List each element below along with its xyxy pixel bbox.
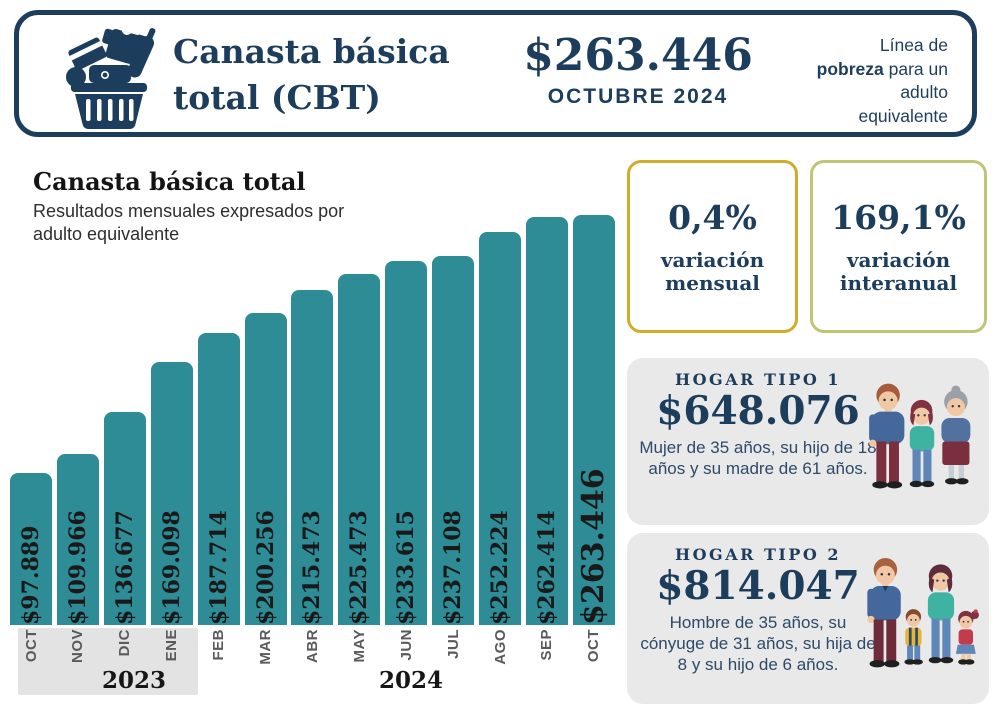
year-2023-strip bbox=[18, 628, 198, 695]
bar-value-label: $262.414 bbox=[533, 510, 560, 625]
page-title-line2: total (CBT) bbox=[173, 78, 381, 118]
household-type-1-value: $648.076 bbox=[656, 388, 860, 434]
bar-value-label: $237.108 bbox=[440, 510, 467, 625]
month-tick-label: OCT bbox=[585, 629, 603, 663]
bar-jun-2024: $233.615 bbox=[385, 261, 428, 625]
month-tick-label: ENE bbox=[163, 629, 181, 662]
household-type-2-text: HOGAR TIPO 2 $814.047 Hombre de 35 años,… bbox=[639, 545, 877, 675]
month-tick: FEB bbox=[198, 629, 240, 669]
household-type-2-title: HOGAR TIPO 2 bbox=[674, 545, 842, 564]
bar-nov-2023: $109.966 bbox=[56, 454, 99, 625]
bar-value-label: $97.889 bbox=[18, 525, 44, 625]
month-tick-label: JUN bbox=[397, 629, 415, 661]
bar-value-label: $215.473 bbox=[299, 510, 326, 625]
month-tick: MAY bbox=[338, 629, 380, 669]
monthly-variation-value: 0,4% bbox=[668, 198, 757, 237]
bar-mar-2024: $200.256 bbox=[244, 313, 287, 625]
monthly-variation-label: variación mensual bbox=[660, 248, 765, 295]
household-type-2-description: Hombre de 35 años, su cónyuge de 31 años… bbox=[640, 612, 876, 674]
month-tick-label: SEP bbox=[538, 629, 556, 661]
month-tick: SEP bbox=[526, 629, 568, 669]
family-of-four-illustration bbox=[867, 558, 979, 668]
year-label-2023: 2023 bbox=[101, 667, 166, 694]
month-tick-label: AGO bbox=[491, 629, 509, 665]
bar-may-2024: $225.473 bbox=[338, 274, 381, 625]
family-of-three-illustration bbox=[869, 383, 971, 489]
household-type-2-box: HOGAR TIPO 2 $814.047 Hombre de 35 años,… bbox=[627, 533, 989, 704]
note-post: para un adulto equivalente bbox=[858, 58, 948, 126]
household-type-1-title: HOGAR TIPO 1 bbox=[674, 370, 842, 389]
household-type-1-text: HOGAR TIPO 1 $648.076 Mujer de 35 años, … bbox=[639, 370, 877, 479]
chart-title: Canasta básica total bbox=[33, 167, 306, 196]
chart-subtitle: Resultados mensuales expresados por adul… bbox=[33, 201, 345, 245]
month-tick: MAR bbox=[245, 629, 287, 669]
yearly-variation-value: 169,1% bbox=[831, 198, 966, 237]
bar-abr-2024: $215.473 bbox=[291, 290, 334, 625]
page-title: Canasta básica total (CBT) bbox=[173, 29, 503, 121]
month-tick: JUL bbox=[432, 629, 474, 669]
bar-ene-2024: $169.098 bbox=[150, 362, 193, 625]
bar-value-label: $233.615 bbox=[393, 510, 420, 625]
month-tick-label: NOV bbox=[69, 629, 87, 664]
bar-value-label: $200.256 bbox=[252, 510, 279, 625]
note-bold: pobreza bbox=[816, 58, 884, 79]
month-tick: JUN bbox=[385, 629, 427, 669]
bar-feb-2024: $187.714 bbox=[197, 333, 240, 625]
bar-value-label: $263.446 bbox=[576, 468, 612, 625]
monthly-variation-box: 0,4% variación mensual bbox=[627, 160, 798, 333]
bar-value-label: $136.677 bbox=[111, 510, 138, 625]
household-type-1-box: HOGAR TIPO 1 $648.076 Mujer de 35 años, … bbox=[627, 358, 989, 525]
month-tick-label: FEB bbox=[210, 629, 228, 661]
month-tick-label: JUL bbox=[444, 629, 462, 659]
bar-sep-2024: $262.414 bbox=[525, 217, 568, 625]
month-tick: ABR bbox=[291, 629, 333, 669]
month-tick: NOV bbox=[57, 629, 99, 669]
headline-block: $263.446 OCTUBRE 2024 bbox=[507, 30, 769, 109]
page-title-line1: Canasta básica bbox=[173, 32, 450, 71]
year-label-2024: 2024 bbox=[378, 667, 443, 694]
month-tick: ENE bbox=[151, 629, 193, 669]
headline-period: OCTUBRE 2024 bbox=[547, 85, 729, 109]
bar-value-label: $109.966 bbox=[64, 510, 91, 625]
bar-value-label: $252.224 bbox=[487, 510, 513, 625]
month-tick-label: ABR bbox=[303, 629, 321, 663]
bar-value-label: $225.473 bbox=[346, 510, 373, 625]
month-tick-label: OCT bbox=[22, 629, 40, 663]
bar-ago-2024: $252.224 bbox=[479, 232, 521, 625]
month-tick: AGO bbox=[479, 629, 521, 669]
month-tick-label: MAY bbox=[350, 629, 368, 663]
headline-value: $263.446 bbox=[523, 30, 753, 81]
month-tick-label: DIC bbox=[116, 629, 134, 657]
bar-value-label: $187.714 bbox=[205, 510, 232, 625]
note-pre: Línea de bbox=[879, 35, 948, 55]
household-type-2-value: $814.047 bbox=[656, 563, 860, 609]
yearly-variation-label: variación interanual bbox=[839, 248, 958, 295]
yearly-variation-box: 169,1% variación interanual bbox=[810, 160, 987, 333]
basket-icon bbox=[66, 28, 156, 129]
month-tick: OCT bbox=[573, 629, 615, 669]
household-type-1-description: Mujer de 35 años, su hijo de 18 años y s… bbox=[639, 437, 877, 478]
bar-jul-2024: $237.108 bbox=[432, 256, 475, 625]
header-banner: Canasta básica total (CBT) $263.446 OCTUB… bbox=[14, 10, 977, 137]
month-tick: OCT bbox=[10, 629, 52, 669]
month-tick: DIC bbox=[104, 629, 146, 669]
bar-value-label: $169.098 bbox=[158, 510, 185, 625]
bar-oct-2024: $263.446 bbox=[572, 215, 615, 625]
month-tick-label: MAR bbox=[257, 629, 274, 665]
poverty-line-note: Línea de pobreza para un adulto equivale… bbox=[812, 34, 948, 129]
bar-oct-2023: $97.889 bbox=[10, 473, 52, 625]
bar-dic-2023: $136.677 bbox=[103, 412, 146, 625]
